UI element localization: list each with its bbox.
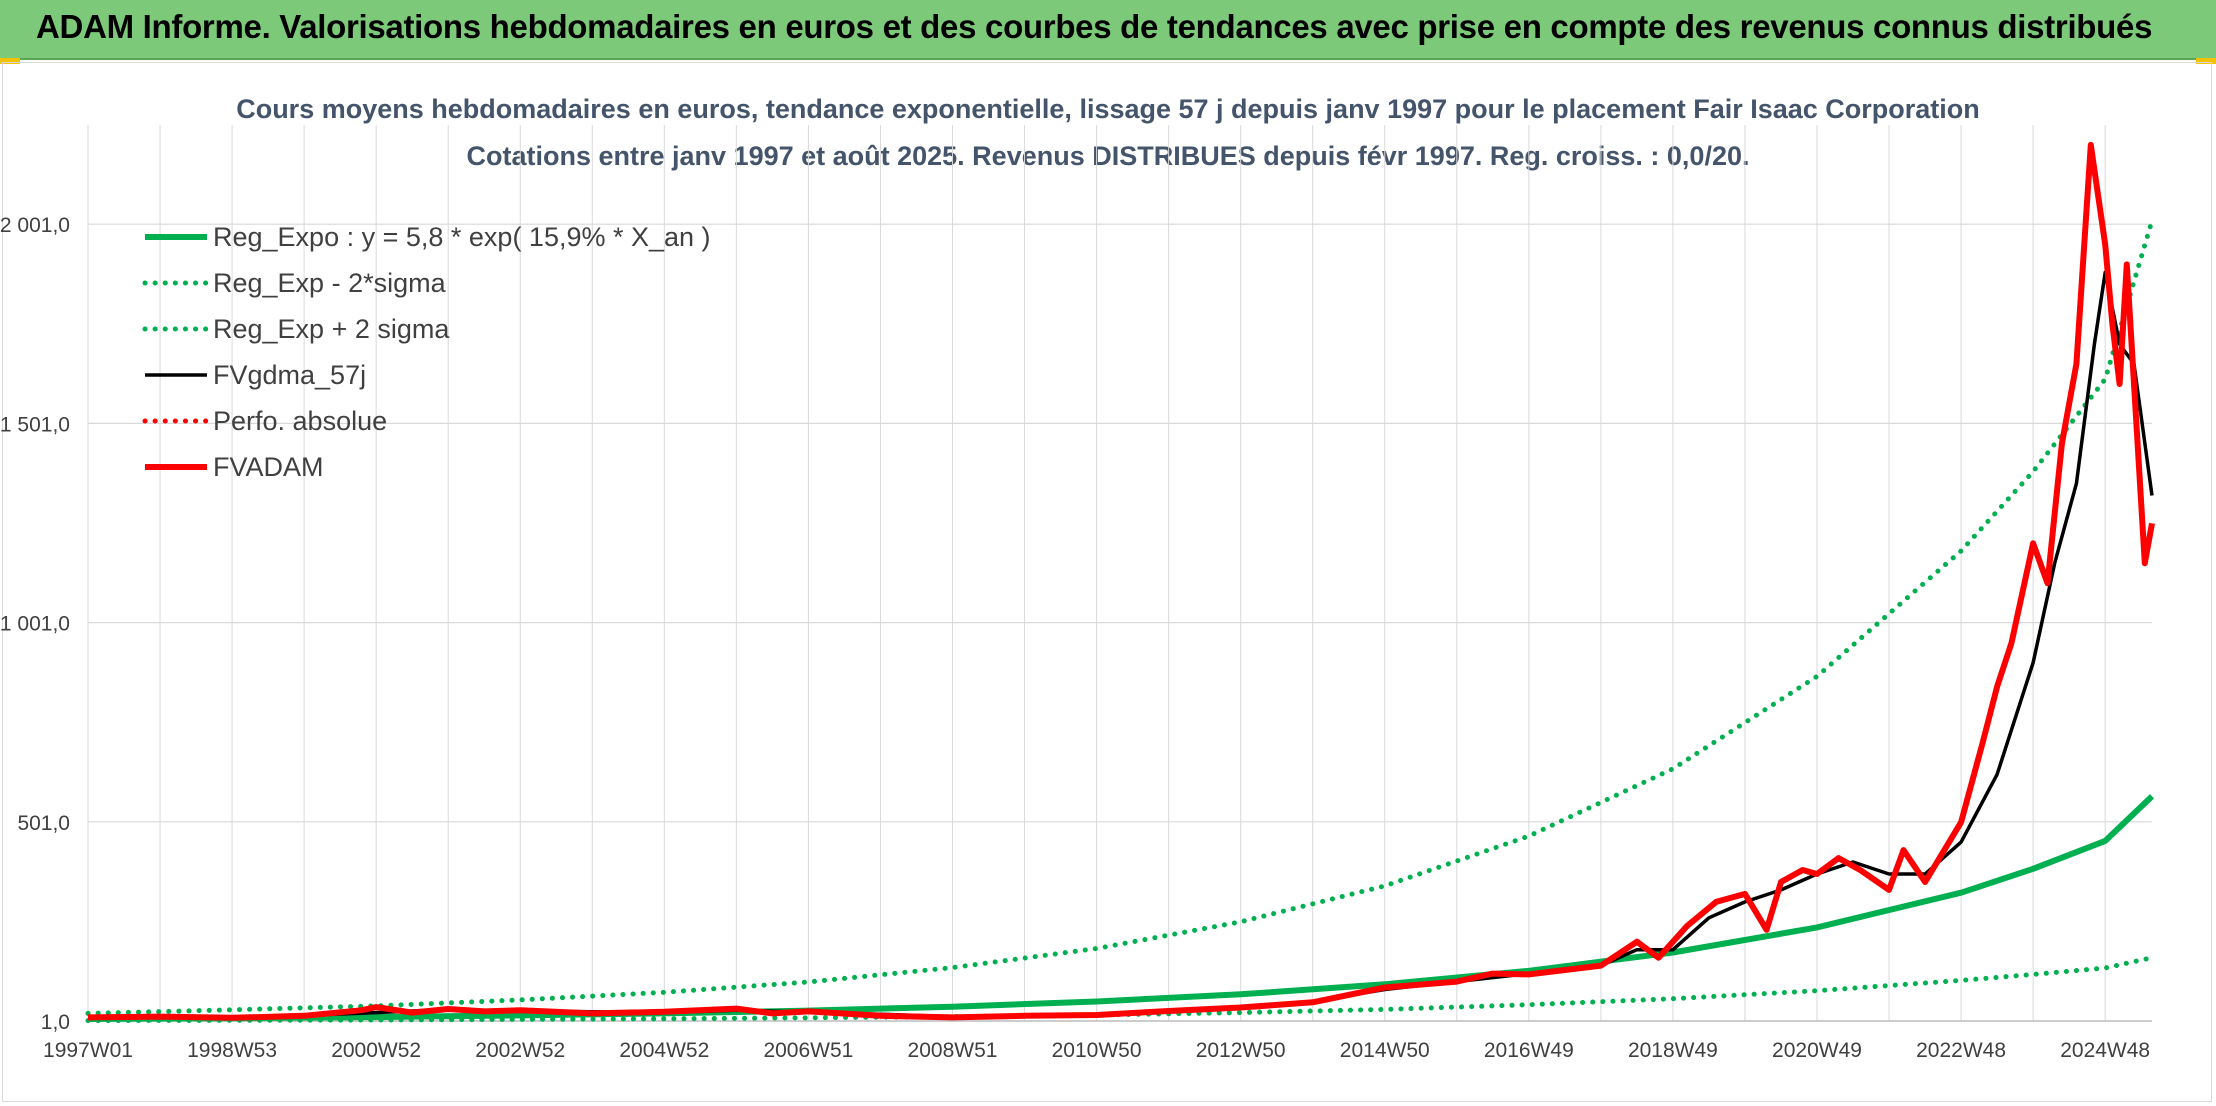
x-tick-label: 2024W48 (2060, 1039, 2150, 1062)
x-tick-label: 2012W50 (1196, 1039, 1286, 1062)
x-tick-label: 2016W49 (1484, 1039, 1574, 1062)
series-line-3 (85, 218, 2155, 1016)
chart-title: Cours moyens hebdomadaires en euros, ten… (236, 94, 1980, 124)
x-tick-label: 2010W50 (1052, 1039, 1142, 1062)
y-tick-label: 501,0 (17, 812, 70, 835)
legend-entry-3: Reg_Exp + 2 sigma (213, 314, 450, 344)
chart-frame (2, 62, 2212, 1102)
x-tick-label: 2014W50 (1340, 1039, 1430, 1062)
y-tick-label: 1 501,0 (0, 413, 70, 436)
x-tick-label: 2022W48 (1916, 1039, 2006, 1062)
series-line-4 (87, 270, 2154, 1020)
series-line-2 (85, 955, 2155, 1024)
x-tick-label: 2002W52 (475, 1039, 565, 1062)
x-tick-label: 2004W52 (619, 1039, 709, 1062)
series-line-1 (87, 794, 2155, 1022)
y-tick-label: 2 001,0 (0, 214, 70, 237)
x-tick-label: 2008W51 (908, 1039, 998, 1062)
chart-subtitle: Cotations entre janv 1997 et août 2025. … (467, 141, 1750, 171)
x-tick-label: 1998W53 (187, 1039, 277, 1062)
legend-entry-1: Reg_Expo : y = 5,8 * exp( 15,9% * X_an ) (213, 222, 711, 252)
y-tick-label: 1 001,0 (0, 613, 70, 636)
legend-entry-6: FVADAM (213, 452, 324, 482)
x-tick-label: 2006W51 (763, 1039, 853, 1062)
plot-series (85, 141, 2155, 1024)
plot-grid (87, 125, 2152, 1022)
corner-accent-right (2196, 58, 2216, 64)
x-tick-label: 2018W49 (1628, 1039, 1718, 1062)
corner-accent-left (0, 58, 20, 64)
series-line-6 (87, 141, 2155, 1021)
legend-entry-5: Perfo. absolue (213, 406, 387, 436)
plot-axes: 1,0 501,0 1 001,0 1 501,0 2 001,0 1997W01 1998… (0, 214, 2152, 1062)
y-tick-label: 1,0 (41, 1011, 70, 1034)
report-title: ADAM Informe. Valorisations hebdomadaire… (36, 8, 2153, 45)
legend-entry-2: Reg_Exp - 2*sigma (213, 268, 447, 298)
legend-entry-4: FVgdma_57j (213, 360, 366, 390)
x-tick-label: 1997W01 (43, 1039, 133, 1062)
x-tick-label: 2020W49 (1772, 1039, 1862, 1062)
x-tick-label: 2000W52 (331, 1039, 421, 1062)
report-banner: ADAM Informe. Valorisations hebdomadaire… (0, 0, 2216, 60)
chart-legend: Reg_Expo : y = 5,8 * exp( 15,9% * X_an )… (142, 222, 711, 482)
